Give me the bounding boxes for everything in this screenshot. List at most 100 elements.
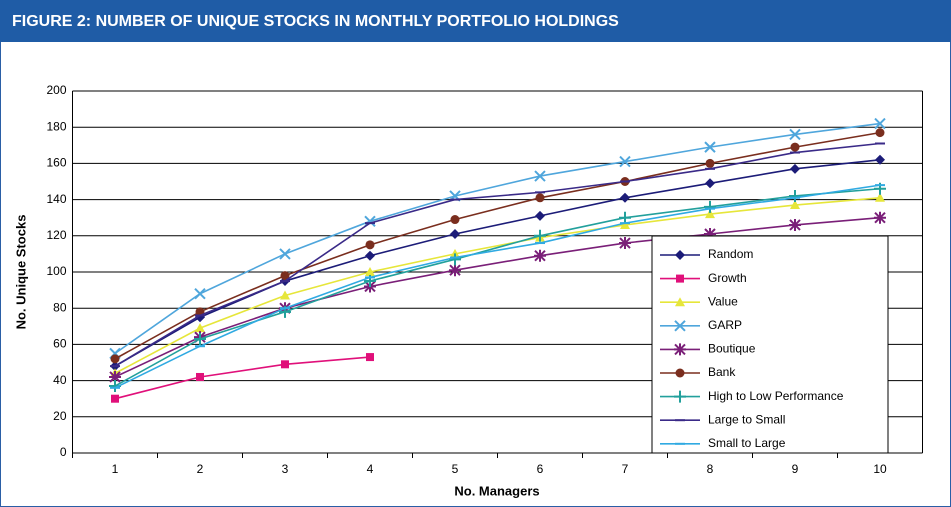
marker: [534, 249, 546, 262]
square: [366, 353, 374, 362]
marker: [196, 372, 204, 381]
diamond: [365, 250, 375, 261]
asterisk: [874, 211, 886, 224]
asterisk: [449, 264, 461, 277]
marker: [194, 332, 206, 345]
y-tick-label: 0: [60, 445, 67, 459]
marker: [194, 288, 206, 300]
legend-label: Boutique: [708, 342, 756, 356]
marker: [620, 192, 630, 203]
diamond: [790, 163, 800, 174]
x-tick-label: 10: [873, 462, 887, 476]
cross: [874, 117, 886, 130]
circle: [110, 354, 120, 364]
series-line: [114, 187, 881, 387]
marker: [365, 267, 375, 276]
cross: [704, 141, 716, 153]
legend-label: GARP: [708, 318, 742, 332]
asterisk: [704, 227, 716, 240]
cross: [194, 288, 206, 300]
marker: [280, 290, 290, 300]
x-tick-label: 6: [537, 462, 544, 476]
series-line: [114, 158, 881, 367]
x-tick-label: 2: [197, 462, 204, 476]
asterisk: [619, 237, 631, 250]
marker: [874, 211, 886, 224]
cross: [619, 155, 631, 168]
marker: [676, 274, 684, 283]
marker: [365, 240, 375, 250]
cross: [789, 128, 801, 141]
cross: [534, 170, 546, 182]
cross: [674, 320, 686, 332]
series-line: [114, 122, 881, 355]
marker: [790, 142, 800, 152]
marker: [110, 354, 120, 364]
plus: [534, 229, 546, 242]
triangle: [280, 290, 290, 300]
x-tick-label: 8: [707, 462, 714, 476]
legend-label: Bank: [708, 365, 736, 379]
diamond: [535, 210, 545, 221]
marker: [449, 264, 461, 277]
circle: [675, 368, 685, 378]
marker: [535, 193, 545, 203]
diamond: [875, 154, 885, 165]
diamond: [675, 250, 685, 260]
marker: [195, 323, 205, 333]
series-line: [114, 184, 881, 389]
y-tick-label: 20: [53, 409, 67, 423]
marker: [674, 343, 686, 356]
triangle: [790, 200, 800, 210]
y-tick-label: 60: [53, 337, 67, 351]
legend-box: [651, 235, 889, 454]
marker: [875, 192, 885, 202]
circle: [365, 240, 375, 250]
marker: [450, 215, 460, 225]
y-axis-label: No. Unique Stocks: [13, 215, 28, 330]
x-tick-label: 9: [792, 462, 799, 476]
diamond: [705, 178, 715, 189]
marker: [789, 189, 801, 202]
marker: [450, 228, 460, 239]
chart-title: FIGURE 2: NUMBER OF UNIQUE STOCKS IN MON…: [12, 13, 619, 30]
marker: [674, 320, 686, 332]
series-line: [114, 356, 371, 400]
marker: [619, 155, 631, 168]
series-line: [114, 196, 881, 375]
x-tick-label: 1: [112, 462, 119, 476]
series-line: [114, 131, 881, 360]
series-line: [114, 142, 881, 367]
asterisk: [534, 249, 546, 262]
marker: [789, 128, 801, 141]
marker: [875, 154, 885, 165]
square: [111, 394, 119, 403]
triangle: [365, 267, 375, 276]
marker: [366, 353, 374, 362]
plus: [449, 253, 461, 266]
x-tick-label: 5: [452, 462, 459, 476]
cross: [279, 248, 291, 260]
square: [281, 360, 289, 369]
marker: [279, 248, 291, 260]
marker: [674, 390, 686, 403]
x-axis-label: No. Managers: [454, 483, 539, 498]
triangle: [620, 219, 630, 229]
marker: [790, 163, 800, 174]
marker: [675, 250, 685, 260]
marker: [620, 219, 630, 229]
header-bar: [0, 0, 951, 42]
circle: [790, 142, 800, 152]
marker: [449, 253, 461, 266]
plus: [194, 332, 206, 345]
asterisk: [109, 370, 121, 383]
legend-label: High to Low Performance: [708, 389, 844, 403]
circle: [450, 215, 460, 225]
marker: [874, 117, 886, 130]
legend-label: Value: [708, 294, 738, 308]
x-tick-label: 3: [282, 462, 289, 476]
marker: [619, 211, 631, 224]
square: [676, 274, 684, 283]
y-tick-label: 140: [46, 192, 66, 206]
